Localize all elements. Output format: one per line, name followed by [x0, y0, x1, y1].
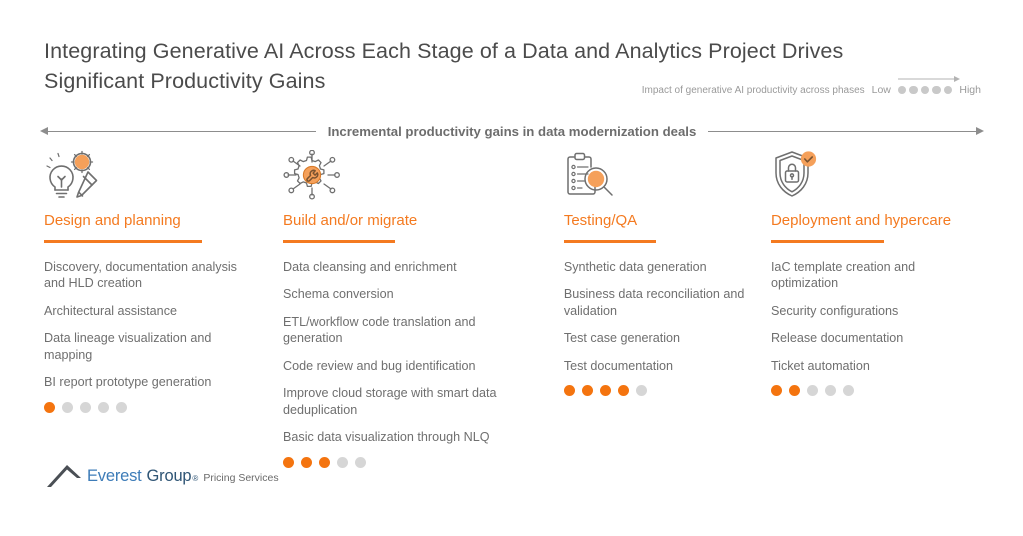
rating-dot [355, 456, 366, 468]
column-heading-wrap: Design and planning [44, 212, 283, 234]
legend-dot [909, 85, 918, 95]
arrow-right-icon [897, 75, 960, 82]
column-heading: Deployment and hypercare [770, 212, 952, 229]
column-heading-wrap: Build and/or migrate [283, 212, 564, 234]
rating-dot [581, 385, 593, 396]
rating-scale [283, 456, 564, 468]
legend-scale [897, 75, 960, 95]
rating-scale [770, 385, 994, 396]
column-heading-underline [563, 240, 656, 243]
list-item: Data lineage visualization and mapping [44, 331, 212, 362]
list-item: BI report prototype generation [44, 375, 212, 389]
rating-dot [80, 401, 91, 413]
rating-dot [824, 385, 836, 396]
list-item: Basic data visualization through NLQ [283, 430, 490, 444]
column-heading-underline [770, 240, 884, 243]
phase-column-design-and-planning: Design and planning Discovery, documenta… [44, 150, 283, 468]
column-heading: Build and/or migrate [283, 212, 418, 229]
logo-subtitle: Pricing Services [203, 472, 279, 484]
phase-column-testing-qa: Testing/QA Synthetic data generation Bus… [563, 150, 771, 468]
list-item: ETL/workflow code translation and genera… [283, 314, 476, 346]
column-heading-wrap: Deployment and hypercare [771, 212, 994, 234]
clipboard-magnifier-icon [564, 150, 771, 202]
rating-dot [617, 385, 629, 396]
incremental-gains-band: Incremental productivity gains in data m… [40, 120, 984, 142]
logo-wordmark: Everest Group ® Pricing Services [87, 467, 279, 486]
list-item: IaC template creation and optimization [770, 259, 916, 291]
rating-dot [283, 456, 294, 468]
legend-label: Impact of generative AI productivity acr… [641, 84, 865, 96]
list-item: Synthetic data generation [563, 259, 707, 274]
legend-low-label: Low [871, 84, 891, 96]
shield-lock-check-icon [771, 150, 994, 202]
legend: Impact of generative AI productivity acr… [641, 75, 981, 96]
rating-dot [62, 401, 73, 413]
column-heading-underline [283, 240, 395, 243]
rating-dot [842, 385, 854, 396]
everest-group-logo: Everest Group ® Pricing Services [47, 462, 279, 488]
rating-scale [44, 401, 283, 413]
column-heading-underline [44, 240, 202, 243]
phase-columns: Design and planning Discovery, documenta… [44, 149, 994, 468]
lightbulb-pencil-gear-icon [44, 150, 283, 202]
list-item: Test case generation [563, 331, 681, 345]
registered-mark: ® [192, 474, 199, 483]
rating-dot [599, 385, 611, 396]
logo-secondary: Group [146, 467, 192, 485]
list-item: Security configurations [770, 303, 899, 318]
rating-dot [770, 385, 782, 396]
phase-column-build-and-or-migrate: Build and/or migrate Data cleansing and … [283, 149, 564, 468]
list-item: Data cleansing and enrichment [283, 259, 457, 274]
rating-dot [116, 401, 127, 413]
rating-dot [337, 456, 348, 468]
logo-primary: Everest [87, 467, 142, 485]
column-heading: Testing/QA [563, 212, 638, 229]
rating-scale [563, 385, 771, 396]
list-item: Improve cloud storage with smart data de… [283, 386, 497, 417]
list-item: Schema conversion [283, 287, 394, 301]
band-line-right [708, 130, 976, 132]
column-heading-wrap: Testing/QA [564, 212, 771, 234]
list-item: Test documentation [563, 358, 674, 373]
list-item: Discovery, documentation analysis and HL… [44, 259, 237, 291]
rating-dot [635, 385, 647, 396]
rating-dot [806, 385, 818, 396]
rating-dot [98, 401, 109, 413]
rating-dot [301, 456, 312, 468]
list-item: Release documentation [770, 331, 904, 345]
list-item: Ticket automation [770, 358, 870, 373]
column-heading: Design and planning [44, 212, 181, 229]
band-label: Incremental productivity gains in data m… [327, 123, 697, 139]
legend-dot [920, 85, 930, 95]
list-item: Business data reconciliation and validat… [563, 287, 745, 318]
list-item: Architectural assistance [44, 303, 177, 318]
arrow-right-icon [976, 127, 984, 135]
mountain-peak-icon [47, 465, 81, 487]
legend-dot [943, 85, 953, 95]
band-line-left [48, 130, 316, 132]
gear-network-wrench-icon [283, 149, 564, 202]
rating-dot [319, 456, 330, 468]
phase-column-deployment-and-hypercare: Deployment and hypercare IaC template cr… [770, 150, 994, 468]
rating-dot [788, 385, 800, 396]
list-item: Code review and bug identification [283, 358, 476, 373]
rating-dot [563, 385, 575, 396]
legend-dot [932, 85, 941, 95]
legend-high-label: High [959, 84, 981, 96]
rating-dot [44, 401, 55, 413]
legend-dot [897, 85, 907, 95]
arrow-left-icon [40, 127, 48, 135]
page-title: Integrating Generative AI Across Each St… [44, 39, 844, 93]
